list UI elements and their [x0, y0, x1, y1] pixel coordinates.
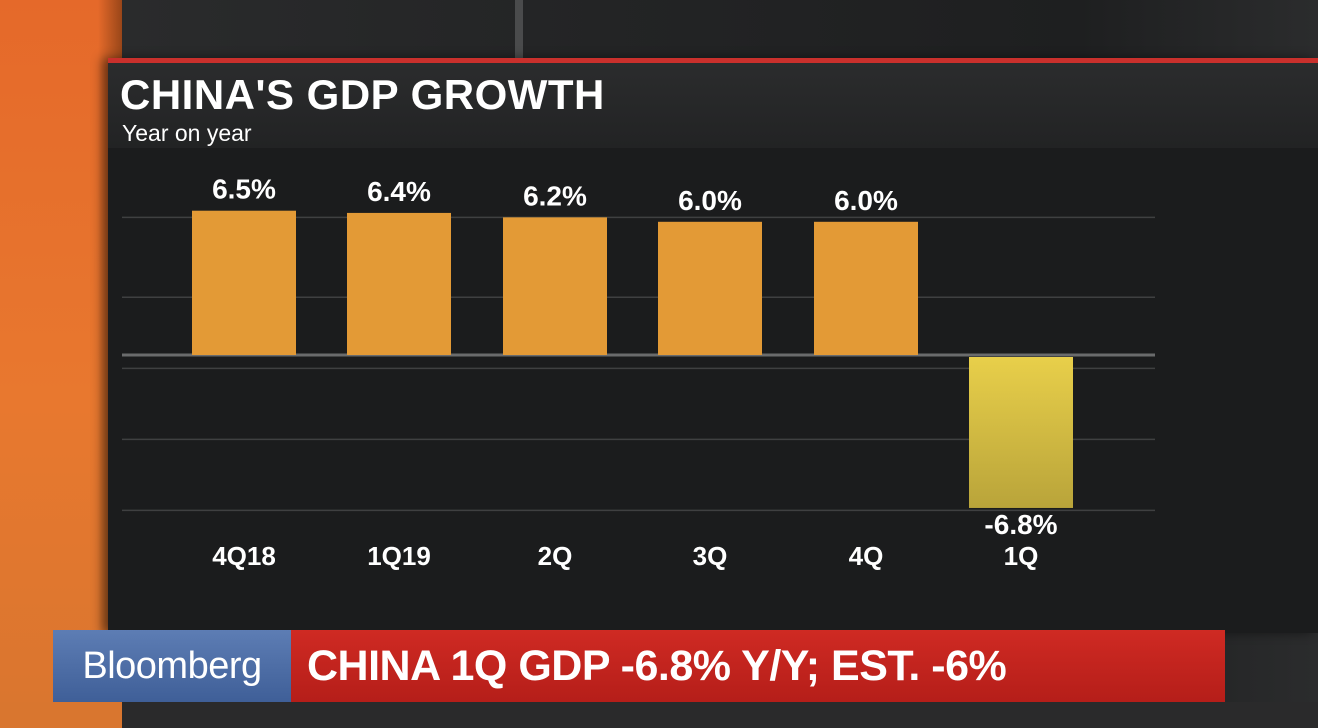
chart-header: CHINA'S GDP GROWTH Year on year: [108, 58, 1318, 148]
lower-strip: [0, 702, 1318, 728]
tick-label-1Q19: 1Q19: [367, 541, 431, 571]
brand-logo-text: Bloomberg: [82, 644, 262, 687]
tick-label-3Q: 3Q: [693, 541, 728, 571]
lower-third: Bloomberg CHINA 1Q GDP -6.8% Y/Y; EST. -…: [0, 630, 1318, 728]
tick-label-4Q18: 4Q18: [212, 541, 276, 571]
data-label-1Q19: 6.4%: [367, 176, 431, 207]
data-label-2Q: 6.2%: [523, 180, 587, 211]
data-label-4Q: 6.0%: [834, 185, 898, 216]
bar-1Q19: [347, 212, 451, 355]
data-label-1Q: -6.8%: [984, 509, 1057, 540]
lower-strip-accent: [0, 702, 122, 728]
brand-badge: Bloomberg: [53, 630, 291, 702]
bar-4Q: [814, 221, 918, 355]
bar-3Q: [658, 221, 762, 355]
backdrop-stripe: [515, 0, 523, 58]
headline-text: CHINA 1Q GDP -6.8% Y/Y; EST. -6%: [307, 641, 1007, 690]
data-label-4Q18: 6.5%: [212, 174, 276, 205]
tick-label-4Q: 4Q: [849, 541, 884, 571]
data-label-3Q: 6.0%: [678, 185, 742, 216]
bar-2Q: [503, 217, 607, 355]
headline-banner: CHINA 1Q GDP -6.8% Y/Y; EST. -6%: [291, 630, 1225, 702]
chart-subtitle: Year on year: [122, 120, 252, 146]
tick-label-1Q: 1Q: [1004, 541, 1039, 571]
bar-1Q: [969, 357, 1073, 508]
bar-4Q18: [192, 210, 296, 355]
chart-title: CHINA'S GDP GROWTH: [120, 71, 605, 118]
tick-label-2Q: 2Q: [538, 541, 573, 571]
